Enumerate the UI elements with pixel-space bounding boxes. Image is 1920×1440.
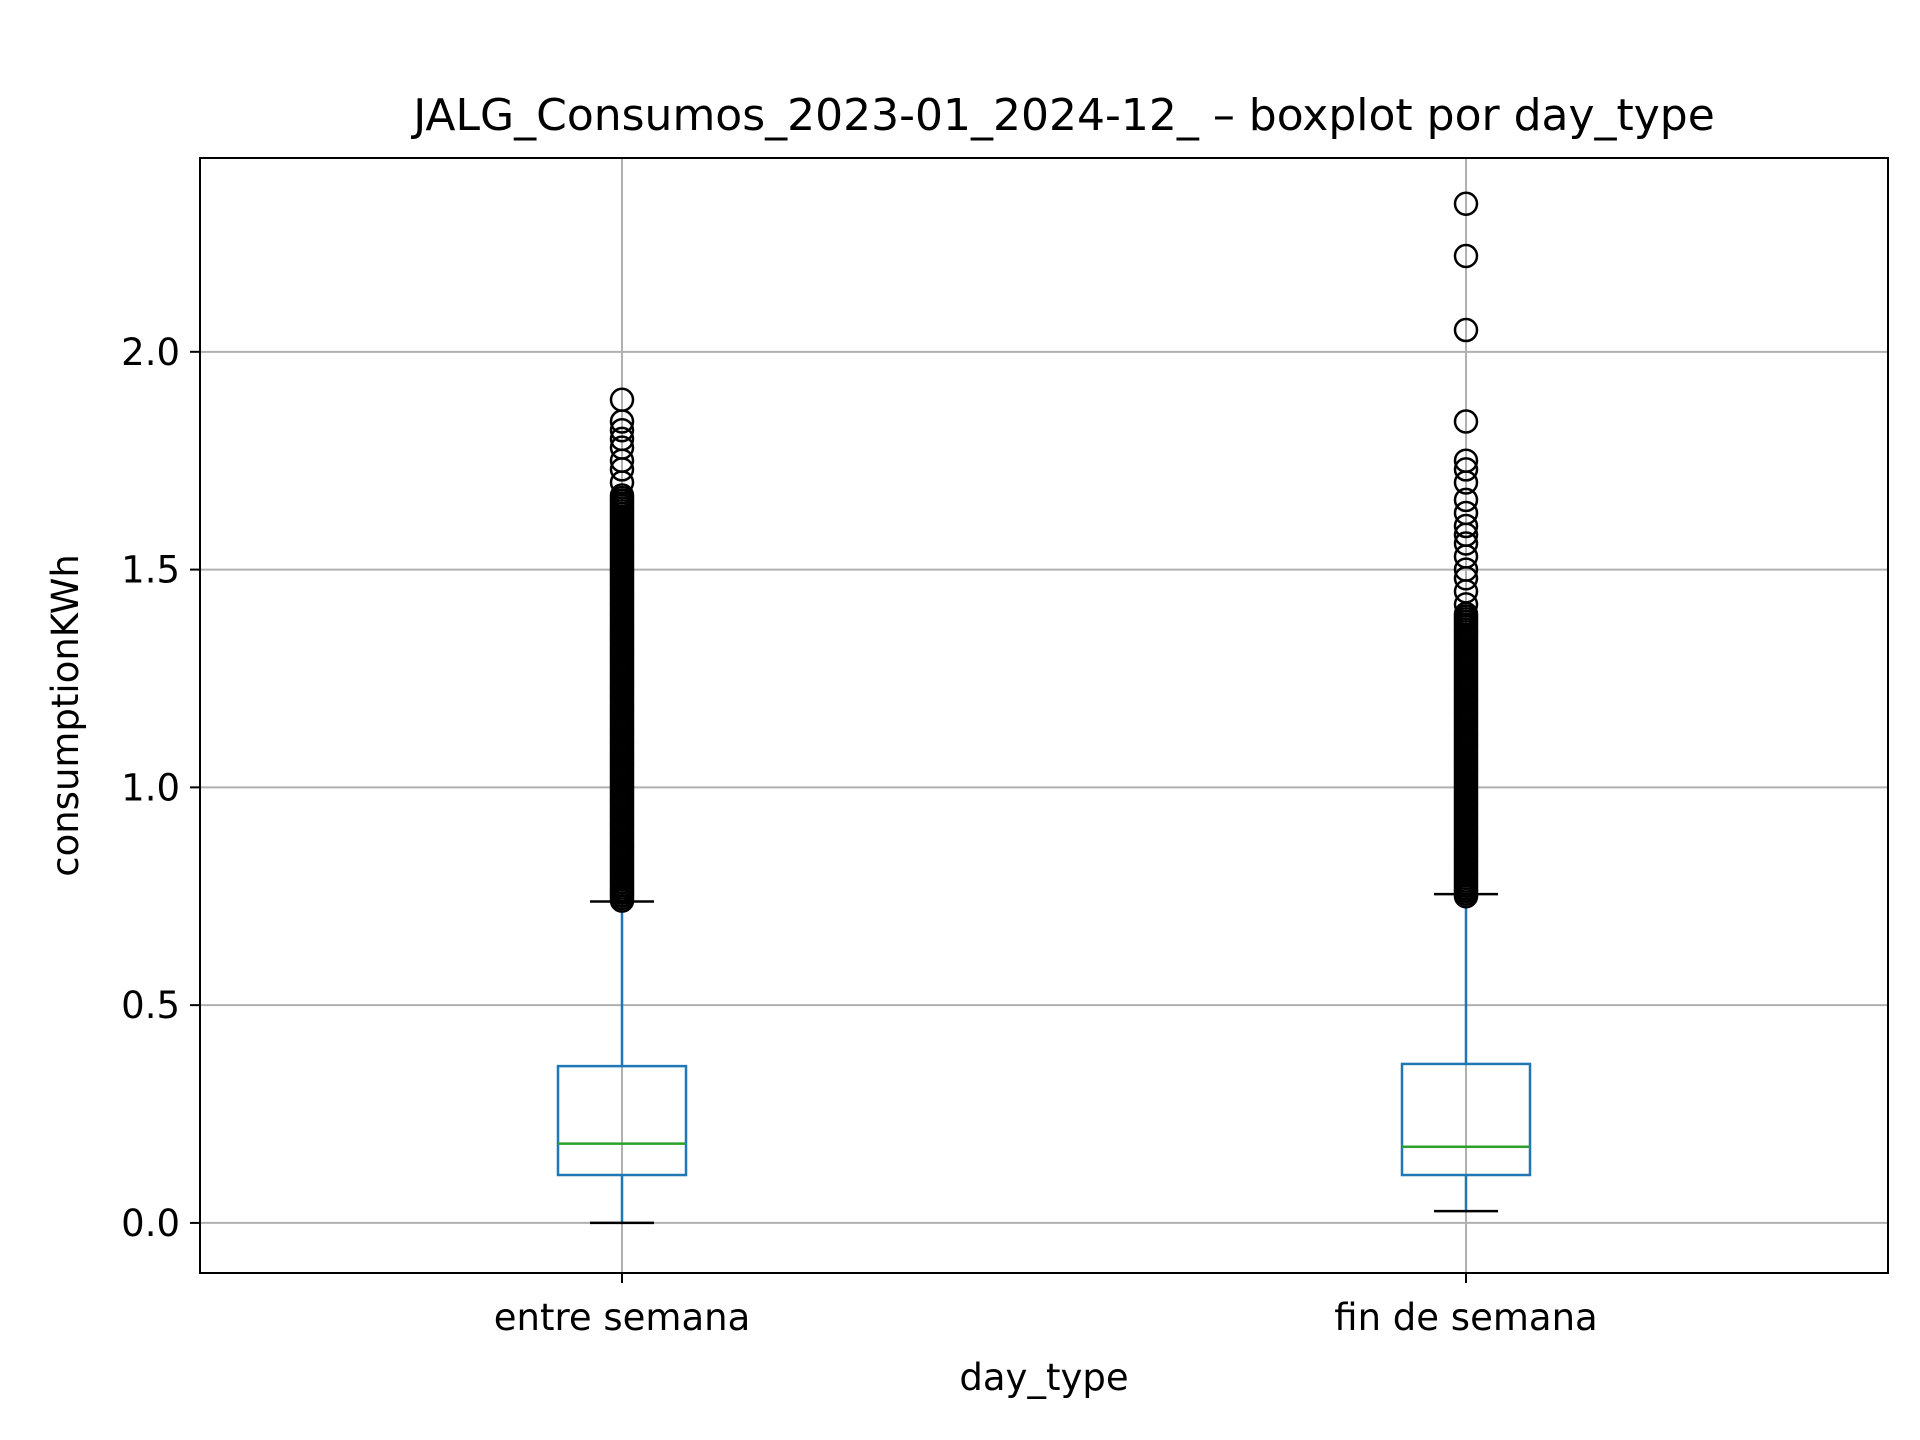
outlier-point [1453, 317, 1479, 343]
x-axis-label: day_type [959, 1356, 1128, 1399]
outlier-point [609, 435, 635, 460]
outlier-point [1453, 457, 1479, 482]
outlier-point [609, 426, 635, 452]
iqr-box [556, 1064, 688, 1177]
outlier-point [1453, 191, 1479, 216]
outlier-point [1453, 409, 1479, 434]
y-axis-label: consumptionKWh [44, 554, 87, 877]
y-tick-label: 0.0 [121, 1202, 180, 1245]
outlier-point [1453, 557, 1479, 582]
axes-frame [199, 157, 1889, 1274]
outlier-point [1453, 592, 1479, 617]
x-tick-label: entre semana [494, 1296, 751, 1339]
box-group-fin-de-semana [1400, 191, 1532, 1213]
outlier-point [609, 417, 635, 443]
iqr-box [1400, 1062, 1532, 1177]
chart-title: JALG_Consumos_2023-01_2024-12_ – boxplot… [410, 90, 1715, 141]
y-tick-label: 0.5 [121, 984, 180, 1027]
y-tick-label: 2.0 [121, 331, 180, 374]
outlier-point [609, 387, 635, 412]
y-tick-label: 1.5 [121, 549, 180, 592]
outlier-point [609, 483, 635, 508]
y-tick-label: 1.0 [121, 766, 180, 809]
outlier-group [1453, 191, 1479, 909]
outlier-point [1453, 531, 1479, 556]
outlier-point [1453, 500, 1479, 526]
box-layer [556, 191, 1532, 1225]
outlier-point [1453, 513, 1479, 539]
box-group-entre-semana [556, 387, 688, 1225]
outlier-group [609, 387, 635, 913]
outlier-point [1453, 448, 1479, 473]
x-tick-label: fin de semana [1334, 1296, 1597, 1339]
outlier-point [1453, 487, 1479, 513]
tick-layer: 0.0 0.5 1.0 1.5 2.0 entre semana fin de semana [121, 331, 1598, 1339]
outlier-point [1453, 243, 1479, 269]
